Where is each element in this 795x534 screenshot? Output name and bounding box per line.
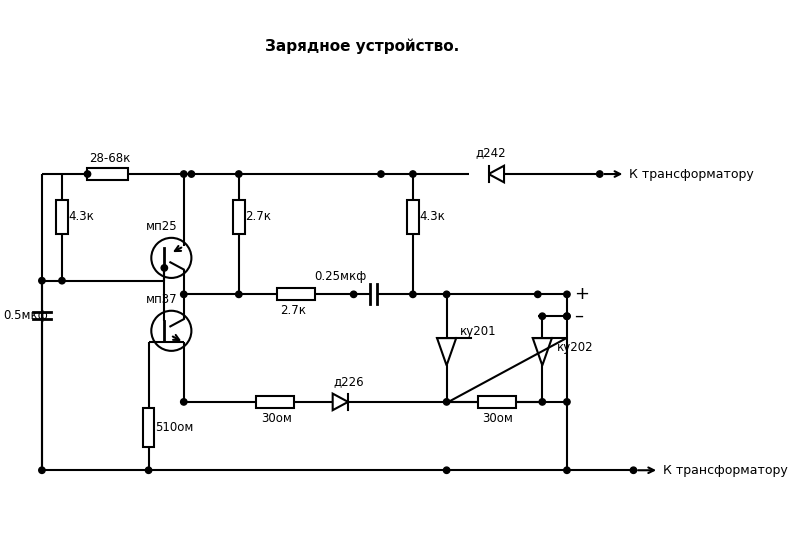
Bar	[407, 200, 419, 234]
Circle shape	[596, 171, 603, 177]
Circle shape	[564, 291, 570, 297]
Circle shape	[564, 313, 570, 319]
Text: ку202: ку202	[556, 341, 594, 354]
Text: 28-68к: 28-68к	[89, 152, 130, 165]
Circle shape	[39, 467, 45, 474]
Circle shape	[180, 399, 187, 405]
Circle shape	[409, 291, 416, 297]
Bar	[56, 200, 68, 234]
Circle shape	[180, 171, 187, 177]
Text: мп25: мп25	[145, 221, 177, 233]
Circle shape	[351, 291, 357, 297]
Text: –: –	[574, 307, 584, 325]
Text: К трансформатору: К трансформатору	[662, 464, 787, 477]
Text: 4.3к: 4.3к	[419, 210, 445, 223]
Circle shape	[84, 171, 91, 177]
Circle shape	[564, 313, 570, 319]
Bar	[256, 396, 294, 408]
Text: д226: д226	[334, 375, 364, 388]
Circle shape	[444, 467, 450, 474]
Text: мп37: мп37	[145, 293, 177, 307]
Circle shape	[409, 171, 416, 177]
Bar	[478, 396, 516, 408]
Circle shape	[378, 171, 384, 177]
Circle shape	[180, 291, 187, 297]
Bar	[142, 409, 154, 446]
Circle shape	[564, 399, 570, 405]
Text: 2.7к: 2.7к	[280, 304, 306, 317]
Bar	[87, 168, 128, 180]
Text: д242: д242	[475, 146, 506, 159]
Text: 2.7к: 2.7к	[245, 210, 271, 223]
Bar	[277, 288, 316, 300]
Circle shape	[444, 399, 450, 405]
Circle shape	[39, 278, 45, 284]
Text: 30ом: 30ом	[261, 412, 292, 425]
Circle shape	[444, 291, 450, 297]
Text: 30ом: 30ом	[482, 412, 513, 425]
Circle shape	[145, 467, 152, 474]
Bar	[233, 200, 245, 234]
Circle shape	[59, 278, 65, 284]
Text: Зарядное устройство.: Зарядное устройство.	[266, 38, 460, 54]
Circle shape	[539, 399, 545, 405]
Circle shape	[539, 313, 545, 319]
Circle shape	[161, 265, 168, 271]
Text: К трансформатору: К трансформатору	[629, 168, 754, 180]
Text: 4.3к: 4.3к	[68, 210, 95, 223]
Circle shape	[188, 171, 195, 177]
Text: 0.5мкф: 0.5мкф	[4, 309, 48, 322]
Text: +: +	[574, 285, 589, 303]
Text: ку201: ку201	[460, 325, 497, 338]
Text: 0.25мкф: 0.25мкф	[315, 270, 366, 282]
Circle shape	[235, 291, 242, 297]
Circle shape	[564, 467, 570, 474]
Circle shape	[235, 171, 242, 177]
Circle shape	[534, 291, 541, 297]
Circle shape	[630, 467, 637, 474]
Text: 510ом: 510ом	[155, 421, 193, 434]
